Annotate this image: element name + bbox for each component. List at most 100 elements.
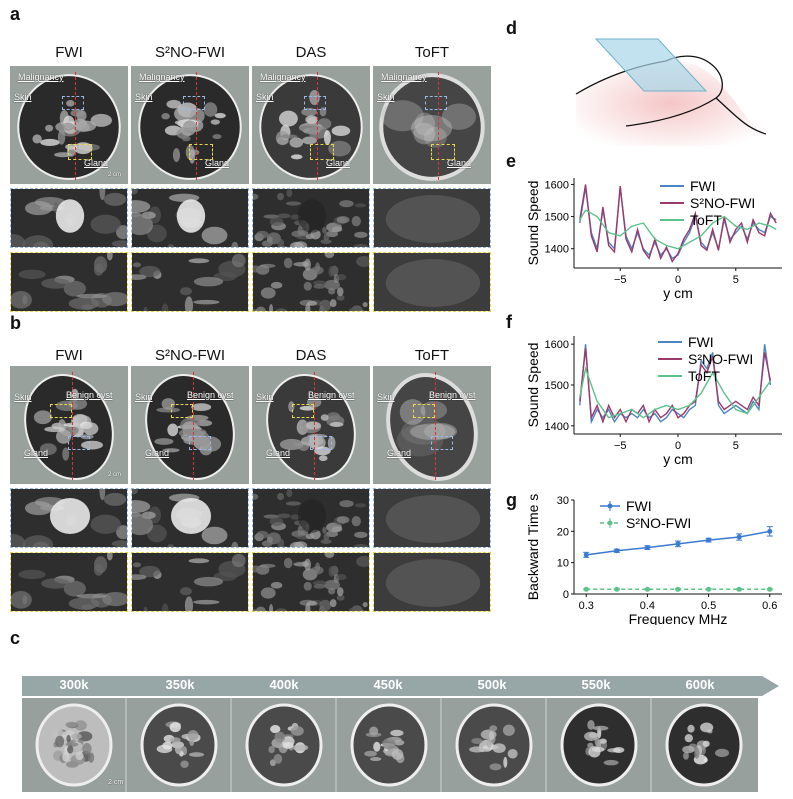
roi-yellow-box bbox=[189, 144, 213, 160]
roi-yellow-box bbox=[292, 404, 314, 418]
red-profile-line bbox=[314, 372, 315, 480]
annotation-benign: Benign cyst bbox=[308, 390, 355, 400]
col-title-das-b: DAS bbox=[295, 347, 327, 364]
panel-b-das-image bbox=[266, 374, 356, 480]
data-point bbox=[736, 534, 742, 540]
annotation-malignancy: Malignancy bbox=[18, 72, 64, 82]
panel-label-g: g bbox=[506, 490, 517, 510]
legend-label-0: FWI bbox=[690, 178, 716, 194]
legend-label-2: ToFT bbox=[690, 212, 722, 228]
y-tick-label: 1600 bbox=[545, 179, 569, 191]
x-tick-label: 0.4 bbox=[640, 600, 655, 612]
panel-a-s2no-image bbox=[138, 74, 242, 180]
annotation-skin: Skin bbox=[135, 92, 153, 102]
panel-b-fwi-zoom-yellow bbox=[10, 552, 128, 612]
recon-350k bbox=[140, 703, 218, 787]
y-tick-label: 1500 bbox=[545, 380, 569, 392]
recon-500k bbox=[455, 703, 533, 787]
annotation-malignancy: Malignancy bbox=[139, 72, 185, 82]
panel-a-fwi-image bbox=[17, 74, 121, 180]
annotation-gland: Gland bbox=[84, 158, 109, 168]
frequency-label-6: 600k bbox=[685, 677, 715, 692]
panel-label-c: c bbox=[10, 628, 21, 648]
frequency-label-5: 550k bbox=[581, 677, 611, 692]
legend-label-1: S²NO-FWI bbox=[626, 515, 691, 531]
frequency-label-2: 400k bbox=[269, 677, 299, 692]
annotation-skin: Skin bbox=[377, 392, 395, 402]
annotation-benign: Benign cyst bbox=[187, 390, 234, 400]
panel-c-recon-images bbox=[35, 698, 743, 792]
x-tick-label: 0.3 bbox=[579, 600, 594, 612]
legend-label-0: FWI bbox=[688, 334, 714, 350]
annotation-gland: Gland bbox=[145, 448, 170, 458]
panel-c-strip bbox=[22, 698, 758, 792]
roi-yellow-box bbox=[413, 404, 435, 418]
col-title-fwi-a: FWI bbox=[55, 44, 83, 61]
series-line-1 bbox=[579, 184, 777, 264]
x-tick-label: −5 bbox=[614, 440, 627, 452]
panel-a-toft-image bbox=[379, 73, 485, 181]
col-title-s2no-a: S²NO-FWI bbox=[155, 44, 225, 61]
y-axis-label: Backward Time s bbox=[525, 494, 541, 601]
annotation-skin: Skin bbox=[256, 392, 274, 402]
data-point bbox=[644, 586, 650, 592]
annotation-skin: Skin bbox=[256, 92, 274, 102]
panel-b-s2no-recon: Skin Benign cyst Gland bbox=[131, 366, 249, 484]
y-tick-label: 10 bbox=[557, 558, 569, 570]
data-point bbox=[706, 537, 712, 543]
panel-b-s2no-zoom-yellow bbox=[131, 552, 249, 612]
red-profile-line bbox=[193, 372, 194, 480]
panel-a-s2no-zoom-blue bbox=[131, 188, 249, 248]
panel-b-s2no-image bbox=[145, 374, 235, 480]
roi-yellow-box bbox=[171, 404, 193, 418]
chart-g: 0 10 20 30 0.3 0.4 0.5 0.6 Frequency MHz Backward… bbox=[525, 494, 782, 625]
scalebar-label-c: 2 cm bbox=[108, 779, 124, 786]
y-tick-label: 1400 bbox=[545, 421, 569, 433]
panel-a-toft-zoom-blue bbox=[373, 188, 491, 248]
panel-label-a: a bbox=[10, 4, 21, 24]
series-line-2 bbox=[579, 366, 772, 419]
red-profile-line bbox=[196, 72, 197, 180]
roi-blue-box bbox=[310, 436, 332, 450]
data-point bbox=[706, 586, 712, 592]
x-tick-label: 5 bbox=[733, 440, 739, 452]
skin-shading bbox=[576, 60, 766, 146]
red-profile-line bbox=[438, 72, 439, 180]
data-point bbox=[675, 586, 681, 592]
frequency-label-4: 500k bbox=[477, 677, 507, 692]
panel-b-das-zoom-yellow bbox=[252, 552, 370, 612]
y-tick-label: 1400 bbox=[545, 244, 569, 256]
y-tick-label: 20 bbox=[557, 526, 569, 538]
recon-400k bbox=[245, 703, 323, 787]
chart-f: 1400 1500 1600 −5 0 5 y cm Sound Speed FWIS²NO-F… bbox=[525, 334, 782, 467]
x-tick-label: 0 bbox=[675, 274, 681, 286]
panel-b-fwi-zoom-blue bbox=[10, 488, 128, 548]
col-title-fwi-b: FWI bbox=[55, 347, 83, 364]
recon-600k bbox=[665, 703, 743, 787]
panel-a-fwi-recon: Malignancy Skin Gland 2 cm bbox=[10, 66, 128, 184]
panel-label-e: e bbox=[506, 151, 517, 171]
panel-b-toft-image bbox=[386, 373, 478, 481]
roi-blue-box bbox=[189, 436, 211, 450]
panel-a-fwi-zoom-blue bbox=[10, 188, 128, 248]
annotation-benign: Benign cyst bbox=[66, 390, 113, 400]
annotation-skin: Skin bbox=[135, 392, 153, 402]
y-tick-label: 30 bbox=[557, 495, 569, 507]
roi-blue-box bbox=[304, 96, 326, 110]
panel-a-das-zoom-blue bbox=[252, 188, 370, 248]
red-profile-line bbox=[72, 372, 73, 480]
y-tick-label: 1500 bbox=[545, 212, 569, 224]
annotation-skin: Skin bbox=[377, 92, 395, 102]
roi-blue-box bbox=[68, 436, 90, 450]
y-tick-label: 1600 bbox=[545, 339, 569, 351]
roi-yellow-box bbox=[310, 144, 334, 160]
col-title-toft-a: ToFT bbox=[414, 44, 450, 61]
breast-outline bbox=[625, 55, 723, 127]
annotation-gland: Gland bbox=[447, 158, 472, 168]
panel-label-b: b bbox=[10, 313, 21, 333]
x-tick-label: 5 bbox=[733, 274, 739, 286]
annotation-gland: Gland bbox=[266, 448, 291, 458]
panel-b-fwi-recon: Skin Benign cyst Gland 2 cm bbox=[10, 366, 128, 484]
annotation-skin: Skin bbox=[14, 92, 32, 102]
data-point bbox=[614, 548, 620, 554]
